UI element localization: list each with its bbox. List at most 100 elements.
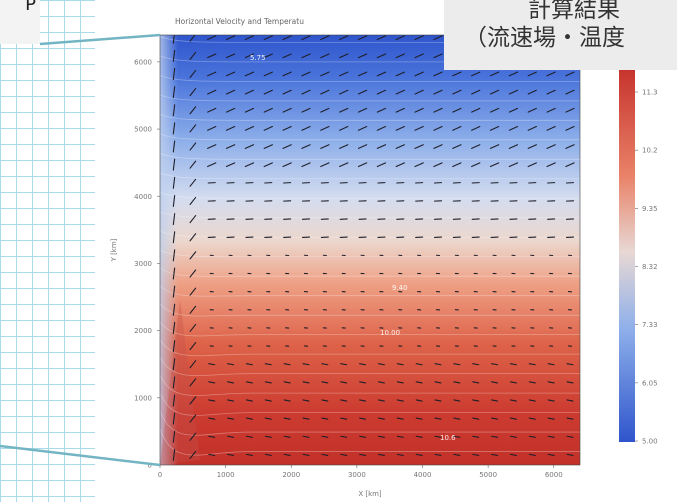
velocity-arrow: [302, 363, 310, 366]
y-tick-label: 4000: [134, 193, 152, 201]
colorbar-tick-label: 10.2: [642, 147, 658, 155]
plot-frame: [159, 34, 581, 466]
colorbar-tick-label: 8.32: [642, 263, 658, 271]
velocity-arrow: [396, 453, 404, 457]
velocity-arrow: [189, 269, 197, 278]
velocity-arrow: [301, 107, 311, 113]
velocity-arrow: [452, 144, 462, 149]
velocity-arrow: [357, 107, 368, 113]
velocity-arrow: [225, 53, 236, 59]
x-tick-label: 0: [158, 471, 162, 479]
velocity-arrow: [208, 453, 216, 457]
velocity-arrow: [414, 53, 424, 59]
velocity-arrow: [547, 417, 555, 420]
velocity-arrow: [376, 107, 387, 113]
velocity-arrow: [301, 53, 311, 59]
velocity-arrow: [189, 323, 197, 333]
velocity-arrow: [208, 363, 216, 366]
velocity-arrow: [453, 435, 461, 438]
velocity-arrow: [172, 340, 176, 353]
velocity-arrow: [207, 126, 217, 131]
velocity-arrow: [302, 435, 310, 438]
velocity-arrow: [566, 363, 574, 366]
velocity-arrow: [172, 122, 176, 135]
velocity-arrow: [227, 435, 235, 438]
isotherm-line: [160, 74, 580, 82]
isotherm-line: [160, 249, 580, 258]
velocity-arrow: [546, 107, 556, 113]
velocity-arrow: [339, 89, 349, 95]
velocity-arrow: [396, 363, 404, 366]
boundary-layer: [160, 35, 200, 465]
velocity-arrow: [471, 144, 481, 149]
velocity-arrow: [566, 417, 574, 420]
velocity-arrow: [189, 88, 197, 97]
velocity-arrow: [527, 162, 537, 168]
velocity-arrow: [189, 414, 197, 423]
velocity-arrow: [340, 399, 348, 402]
velocity-arrow: [453, 417, 461, 420]
velocity-arrow: [489, 144, 500, 149]
velocity-arrow: [244, 126, 255, 131]
velocity-arrow: [302, 417, 310, 420]
velocity-arrow: [189, 233, 197, 242]
velocity-arrow: [472, 381, 480, 384]
velocity-arrow: [207, 162, 217, 168]
velocity-arrow: [509, 417, 517, 420]
velocity-arrow: [339, 162, 349, 168]
velocity-arrow: [472, 417, 480, 420]
velocity-arrow: [546, 126, 556, 131]
velocity-arrow: [282, 126, 292, 131]
isotherm-line: [160, 94, 580, 102]
isotherm-line: [160, 303, 580, 317]
velocity-arrow: [189, 142, 197, 151]
velocity-arrow: [172, 86, 176, 99]
velocity-arrow: [415, 363, 423, 366]
isotherm-line: [160, 321, 580, 337]
velocity-arrow: [301, 89, 311, 95]
velocity-arrow: [208, 381, 216, 384]
velocity-arrow: [377, 435, 385, 438]
velocity-arrow: [189, 432, 197, 441]
velocity-arrow: [359, 399, 367, 402]
velocity-arrow: [263, 71, 273, 77]
velocity-arrow: [491, 381, 499, 384]
velocity-arrow: [509, 453, 517, 457]
velocity-arrow: [565, 126, 575, 131]
slide-label-box: P: [0, 0, 40, 44]
velocity-arrow: [244, 53, 255, 59]
velocity-arrow: [471, 126, 481, 131]
colorbar-tick-label: 11.3: [642, 89, 658, 97]
velocity-arrow: [472, 363, 480, 366]
velocity-arrow: [357, 53, 368, 59]
velocity-arrow: [245, 381, 253, 384]
velocity-arrow: [207, 89, 217, 95]
velocity-arrow: [528, 453, 536, 457]
velocity-arrow: [395, 35, 405, 41]
velocity-arrow: [320, 162, 330, 168]
velocity-arrow: [282, 162, 292, 168]
x-axis-label: X [km]: [358, 490, 382, 498]
velocity-arrow: [172, 49, 176, 62]
velocity-arrow: [189, 160, 197, 169]
velocity-arrow: [320, 144, 330, 149]
isotherm-line: [160, 113, 580, 121]
velocity-arrow: [227, 417, 235, 420]
velocity-arrow: [208, 435, 216, 438]
velocity-arrow: [508, 71, 519, 77]
velocity-arrow: [172, 158, 176, 171]
velocity-arrow: [301, 35, 311, 41]
velocity-arrow: [340, 435, 348, 438]
velocity-arrow: [471, 107, 481, 113]
isotherm-line: [160, 285, 580, 297]
velocity-arrow: [189, 124, 197, 133]
velocity-arrow: [172, 430, 176, 443]
velocity-arrow: [244, 162, 255, 168]
y-tick-label: 1000: [134, 394, 152, 402]
velocity-arrow: [433, 107, 443, 113]
velocity-arrow: [189, 106, 197, 115]
velocity-arrow: [527, 89, 537, 95]
velocity-arrow: [414, 144, 424, 149]
velocity-arrow: [357, 89, 368, 95]
x-tick-label: 3000: [348, 471, 366, 479]
